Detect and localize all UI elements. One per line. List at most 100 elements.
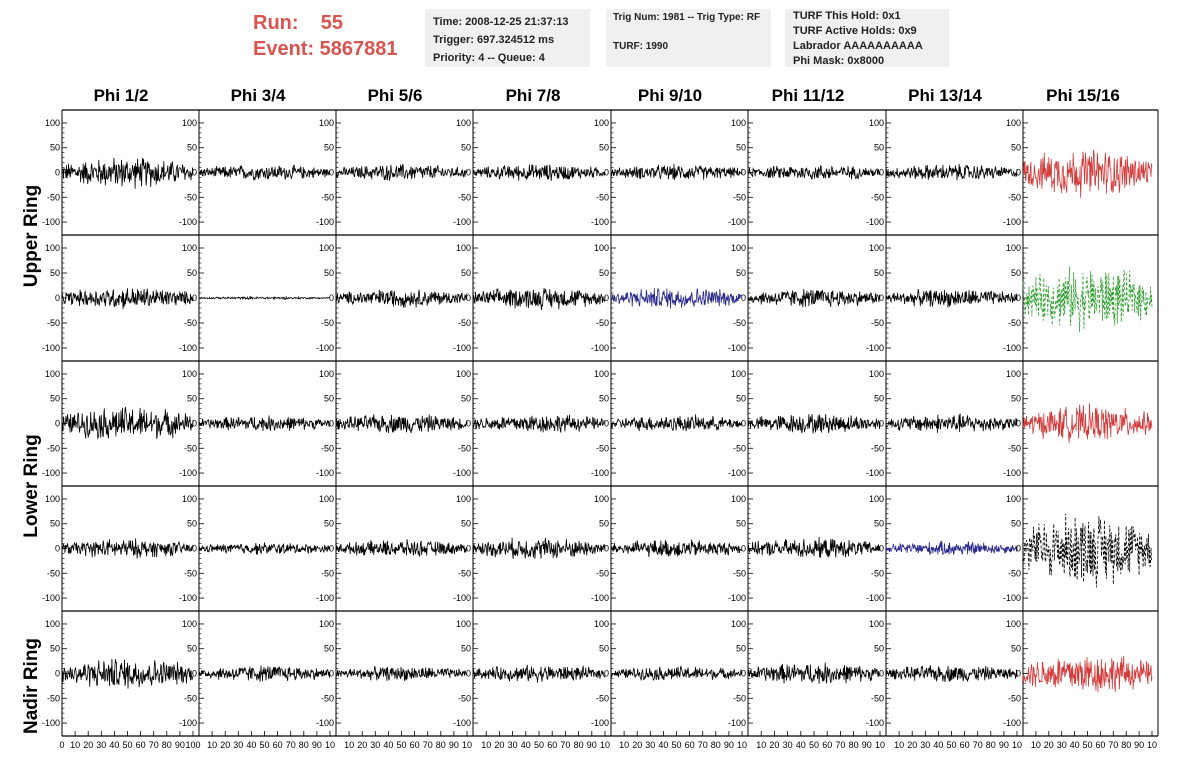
y-tick-label: 0 [466, 419, 471, 429]
waveform-r3-c1 [198, 542, 331, 555]
waveform-r1-c3 [472, 288, 606, 310]
x-tick-label: 70 [286, 740, 296, 750]
y-tick-label: 50 [874, 394, 884, 404]
waveform-r4-c0 [61, 658, 194, 689]
x-tick-label: 90 [724, 740, 734, 750]
y-tick-label: -50 [596, 192, 609, 202]
y-tick-label: -50 [1008, 192, 1021, 202]
x-tick-label: 50 [946, 740, 956, 750]
y-tick-label: 100 [456, 118, 471, 128]
y-tick-label: 50 [187, 268, 197, 278]
y-tick-label: 50 [1011, 268, 1021, 278]
y-tick-label: 0 [741, 544, 746, 554]
y-tick-label: 100 [731, 369, 746, 379]
y-tick-label: -50 [733, 568, 746, 578]
x-tick-label: 80 [436, 740, 446, 750]
y-tick-label: 50 [599, 143, 609, 153]
waveform-r1-c0 [61, 288, 194, 310]
y-tick-label: -50 [47, 318, 60, 328]
y-tick-label: 0 [879, 419, 884, 429]
y-tick-label: -50 [321, 693, 334, 703]
y-tick-label: -50 [47, 568, 60, 578]
y-tick-label: -50 [733, 443, 746, 453]
y-tick-label: -50 [184, 443, 197, 453]
y-tick-label: 100 [319, 118, 334, 128]
y-tick-label: 100 [731, 118, 746, 128]
y-tick-label: -100 [591, 343, 609, 353]
waveform-r2-c1 [198, 415, 331, 432]
y-tick-label: 0 [55, 544, 60, 554]
y-tick-label: 100 [594, 494, 609, 504]
x-tick-label: 90 [312, 740, 322, 750]
y-tick-label: 50 [461, 644, 471, 654]
x-tick-label: 90 [999, 740, 1009, 750]
x-tick-label: 80 [574, 740, 584, 750]
x-tick-label: 40 [383, 740, 393, 750]
y-tick-label: 50 [50, 143, 60, 153]
y-tick-label: 100 [1006, 494, 1021, 504]
y-tick-label: 0 [879, 544, 884, 554]
y-tick-label: 100 [869, 118, 884, 128]
x-tick-label: 80 [1121, 740, 1131, 750]
y-tick-label: 50 [50, 394, 60, 404]
x-tick-label: 30 [783, 740, 793, 750]
waveform-r0-c3 [472, 164, 606, 181]
y-tick-label: 50 [736, 143, 746, 153]
y-tick-label: -50 [321, 192, 334, 202]
y-tick-label: -100 [316, 593, 334, 603]
y-tick-label: 50 [599, 519, 609, 529]
y-tick-label: 100 [731, 494, 746, 504]
y-tick-label: -50 [47, 693, 60, 703]
y-tick-label: 50 [461, 519, 471, 529]
y-tick-label: -100 [179, 468, 197, 478]
y-tick-label: 50 [461, 394, 471, 404]
waveform-r0-c2 [335, 164, 468, 181]
y-tick-label: -100 [179, 217, 197, 227]
y-tick-label: 0 [1016, 168, 1021, 178]
waveform-r0-c6 [885, 163, 1018, 181]
y-tick-label: 100 [594, 369, 609, 379]
x-tick-label: 20 [1044, 740, 1054, 750]
x-tick-label: 90 [175, 740, 185, 750]
y-tick-label: 50 [1011, 143, 1021, 153]
y-tick-label: -100 [1003, 217, 1021, 227]
y-tick-label: 0 [1016, 419, 1021, 429]
x-tick-label: 10 [344, 740, 354, 750]
y-tick-label: 100 [869, 494, 884, 504]
waveform-r1-c5 [747, 288, 881, 308]
waveform-r0-c1 [198, 164, 331, 181]
x-tick-label: 10 [1031, 740, 1041, 750]
y-tick-label: -50 [458, 318, 471, 328]
y-tick-label: 100 [456, 243, 471, 253]
y-tick-label: -50 [1008, 693, 1021, 703]
y-tick-label: 100 [456, 619, 471, 629]
y-tick-label: 50 [50, 268, 60, 278]
y-tick-label: 0 [604, 293, 609, 303]
turf-active-text: TURF Active Holds: 0x9 [793, 25, 917, 37]
y-tick-label: 50 [599, 394, 609, 404]
y-tick-label: 100 [869, 619, 884, 629]
x-tick-label: 80 [299, 740, 309, 750]
y-tick-label: -100 [591, 217, 609, 227]
x-tick-label: 10 [1147, 740, 1157, 750]
x-tick-label: 30 [508, 740, 518, 750]
y-tick-label: 100 [319, 494, 334, 504]
x-tick-label: 60 [1095, 740, 1105, 750]
y-tick-label: 50 [324, 519, 334, 529]
y-tick-label: 50 [324, 268, 334, 278]
y-tick-label: -50 [184, 568, 197, 578]
y-tick-label: 0 [741, 168, 746, 178]
y-tick-label: -50 [321, 318, 334, 328]
x-tick-label: 40 [109, 740, 119, 750]
y-tick-label: 100 [1006, 619, 1021, 629]
x-tick-label: 40 [933, 740, 943, 750]
y-tick-label: 50 [324, 143, 334, 153]
waveform-r3-c3 [472, 537, 606, 560]
y-tick-label: 100 [45, 118, 60, 128]
y-tick-label: 100 [319, 369, 334, 379]
y-tick-label: 0 [329, 669, 334, 679]
y-tick-label: 100 [45, 369, 60, 379]
x-tick-label: 10 [894, 740, 904, 750]
trigger-text: Trigger: 697.324512 ms [433, 34, 555, 46]
